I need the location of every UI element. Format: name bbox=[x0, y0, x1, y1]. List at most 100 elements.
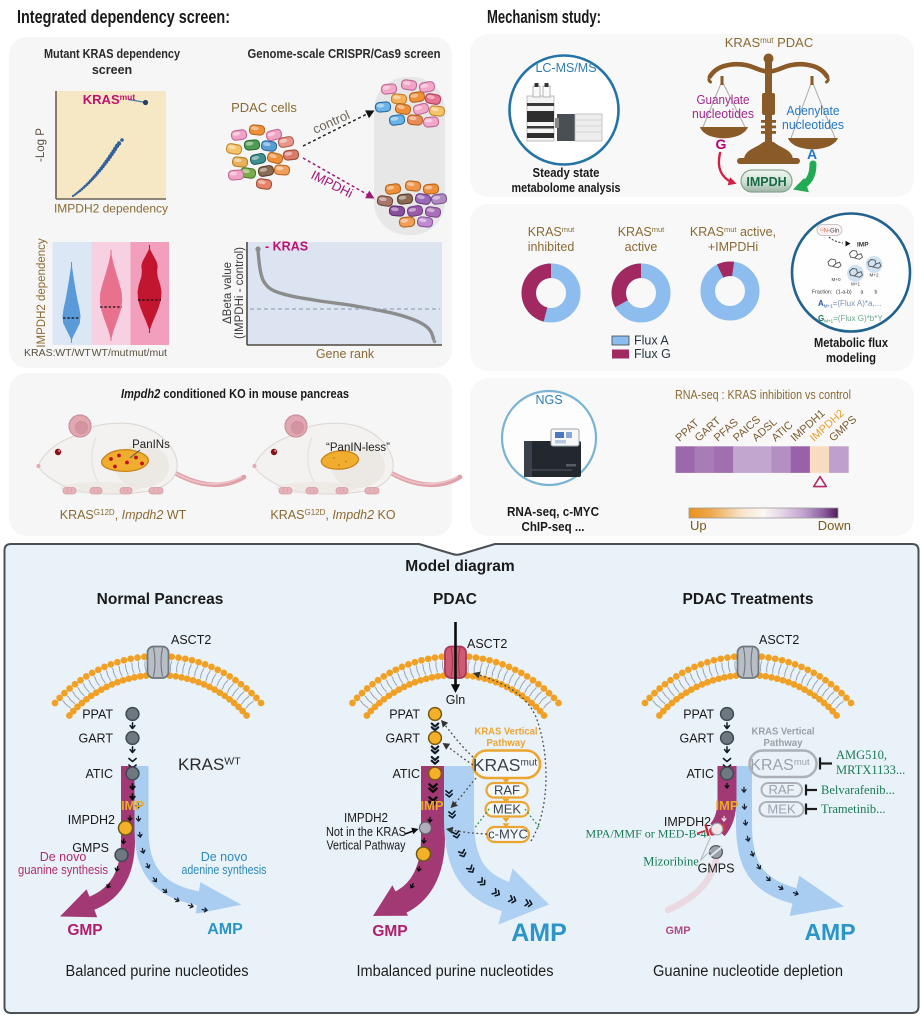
svg-text:Genome-scale CRISPR/Cas9 scree: Genome-scale CRISPR/Cas9 screen bbox=[248, 46, 441, 61]
svg-text:modeling: modeling bbox=[826, 350, 876, 365]
svg-text:GMPS: GMPS bbox=[72, 841, 109, 855]
svg-text:guanine synthesis: guanine synthesis bbox=[18, 863, 108, 877]
svg-text:KRASG12D, Impdh2 KO: KRASG12D, Impdh2 KO bbox=[270, 508, 395, 522]
svg-text:KRASmut PDAC: KRASmut PDAC bbox=[725, 35, 813, 50]
svg-text:GART: GART bbox=[79, 732, 114, 746]
svg-text:Steady state: Steady state bbox=[533, 165, 600, 180]
svg-text:KRAS:: KRAS: bbox=[24, 347, 56, 359]
svg-text:GART: GART bbox=[680, 732, 715, 746]
svg-text:M+1: M+1 bbox=[851, 282, 861, 287]
svg-text:AM+1=(Flux A)*a,...: AM+1=(Flux A)*a,... bbox=[818, 299, 881, 309]
svg-text:De novo: De novo bbox=[201, 850, 248, 864]
svg-text:LC-MS/MS: LC-MS/MS bbox=[535, 61, 596, 75]
svg-text:“PanIN-less”: “PanIN-less” bbox=[326, 442, 390, 454]
svg-text:IMP: IMP bbox=[857, 242, 869, 249]
svg-text:RNA-seq : KRAS inhibition vs c: RNA-seq : KRAS inhibition vs control bbox=[675, 387, 851, 402]
svg-text:Fraction:: Fraction: bbox=[812, 290, 832, 296]
svg-text:Mizoribine: Mizoribine bbox=[643, 855, 699, 869]
svg-text:active: active bbox=[625, 240, 658, 254]
svg-text:RAF: RAF bbox=[769, 782, 795, 797]
svg-text:Belvarafenib...: Belvarafenib... bbox=[821, 783, 895, 797]
svg-text:G: G bbox=[716, 136, 727, 152]
svg-text:- KRAS: - KRAS bbox=[265, 240, 308, 254]
svg-text:Vertical Pathway: Vertical Pathway bbox=[327, 839, 407, 853]
svg-text:IMP: IMP bbox=[715, 798, 738, 813]
svg-text:GMP: GMP bbox=[67, 922, 102, 939]
svg-text:15N-Gln: 15N-Gln bbox=[820, 228, 840, 235]
svg-text:Pathway: Pathway bbox=[487, 737, 526, 749]
svg-text:Model diagram: Model diagram bbox=[405, 558, 514, 575]
svg-text:De novo: De novo bbox=[40, 850, 87, 864]
svg-text:Adenylate: Adenylate bbox=[787, 104, 840, 118]
svg-text:MEK: MEK bbox=[493, 802, 522, 817]
svg-text:ASCT2: ASCT2 bbox=[171, 633, 211, 647]
svg-text:Guanine nucleotide depletion: Guanine nucleotide depletion bbox=[653, 963, 843, 980]
svg-text:Gln: Gln bbox=[446, 693, 466, 707]
svg-text:Not in the KRAS: Not in the KRAS bbox=[326, 825, 406, 839]
svg-text:PDAC: PDAC bbox=[433, 591, 477, 608]
svg-text:GMP: GMP bbox=[665, 925, 690, 937]
svg-text:Mutant KRAS dependency: Mutant KRAS dependency bbox=[44, 46, 181, 61]
svg-text:IMPDH: IMPDH bbox=[746, 175, 786, 189]
svg-text:PPAT: PPAT bbox=[82, 708, 113, 722]
svg-text:PanINs: PanINs bbox=[132, 439, 170, 451]
svg-text:MPA/MMF or MED-B-4: MPA/MMF or MED-B-4 bbox=[586, 827, 707, 841]
svg-text:MEK: MEK bbox=[767, 802, 796, 817]
svg-text:Mechanism study:: Mechanism study: bbox=[487, 6, 601, 27]
svg-text:GART: GART bbox=[386, 732, 421, 746]
svg-text:M+2: M+2 bbox=[869, 273, 879, 278]
svg-text:AMP: AMP bbox=[511, 919, 567, 947]
svg-text:ASCT2: ASCT2 bbox=[467, 637, 507, 651]
svg-text:ΔBeta value: ΔBeta value bbox=[222, 262, 234, 324]
svg-text:WT/mut: WT/mut bbox=[92, 347, 129, 359]
svg-text:Metabolic flux: Metabolic flux bbox=[814, 335, 889, 350]
svg-text:Down: Down bbox=[818, 518, 851, 533]
svg-text:IMPDH2: IMPDH2 bbox=[68, 813, 115, 827]
svg-text:ASCT2: ASCT2 bbox=[759, 633, 799, 647]
svg-text:c-MYC: c-MYC bbox=[488, 827, 528, 842]
svg-text:NGS: NGS bbox=[535, 393, 562, 407]
svg-text:MRTX1133...: MRTX1133... bbox=[836, 763, 905, 777]
svg-text:Guanylate: Guanylate bbox=[697, 93, 750, 107]
svg-text:M+0: M+0 bbox=[831, 277, 841, 282]
svg-text:PPAT: PPAT bbox=[683, 708, 714, 722]
svg-text:nucleotides: nucleotides bbox=[692, 107, 754, 121]
svg-text:inhibited: inhibited bbox=[528, 240, 575, 254]
svg-text:ATIC: ATIC bbox=[392, 767, 420, 781]
svg-text:GMPS: GMPS bbox=[698, 862, 735, 876]
svg-text:PDAC Treatments: PDAC Treatments bbox=[683, 591, 814, 608]
svg-text:RAF: RAF bbox=[494, 783, 520, 798]
svg-text:IMPDH2: IMPDH2 bbox=[664, 815, 711, 829]
svg-text:IMPDH2: IMPDH2 bbox=[344, 811, 388, 825]
svg-text:metabolome analysis: metabolome analysis bbox=[512, 180, 621, 195]
svg-text:A: A bbox=[807, 146, 817, 162]
svg-text:GM+1=(Flux G)*b*Y: GM+1=(Flux G)*b*Y bbox=[818, 314, 883, 324]
svg-text:IMPDH2 dependency: IMPDH2 dependency bbox=[54, 202, 168, 216]
svg-text:-Log P: -Log P bbox=[35, 128, 47, 162]
svg-text:AMG510,: AMG510, bbox=[836, 748, 887, 762]
svg-text:adenine synthesis: adenine synthesis bbox=[182, 863, 267, 877]
svg-text:Flux A: Flux A bbox=[634, 334, 669, 348]
svg-text:a: a bbox=[861, 290, 864, 296]
svg-text:Pathway: Pathway bbox=[764, 737, 803, 749]
svg-text:(IMPDHi - control): (IMPDHi - control) bbox=[234, 247, 246, 339]
svg-text:b: b bbox=[875, 290, 878, 296]
svg-text:IMP: IMP bbox=[420, 798, 443, 813]
svg-text:PPAT: PPAT bbox=[389, 708, 420, 722]
svg-text:RNA-seq, c-MYC: RNA-seq, c-MYC bbox=[507, 504, 600, 519]
svg-text:Normal Pancreas: Normal Pancreas bbox=[97, 591, 224, 608]
svg-text:Trametinib...: Trametinib... bbox=[821, 802, 885, 816]
svg-text:nucleotides: nucleotides bbox=[782, 118, 844, 132]
svg-text:ATIC: ATIC bbox=[85, 767, 113, 781]
svg-text:AMP: AMP bbox=[207, 921, 243, 938]
svg-text:IMP: IMP bbox=[121, 798, 144, 813]
svg-text:KRASG12D, Impdh2 WT: KRASG12D, Impdh2 WT bbox=[60, 508, 187, 522]
svg-text:WT/WT: WT/WT bbox=[55, 347, 91, 359]
svg-text:(1-a-b): (1-a-b) bbox=[836, 290, 852, 296]
svg-text:AMP: AMP bbox=[804, 919, 855, 945]
svg-text:Impdh2 conditioned KO in mouse: Impdh2 conditioned KO in mouse pancreas bbox=[121, 386, 349, 401]
svg-text:KRASmut active,: KRASmut active, bbox=[690, 225, 776, 239]
svg-text:Gene rank: Gene rank bbox=[316, 347, 375, 361]
svg-text:screen: screen bbox=[92, 63, 132, 77]
svg-text:KRAS Vertical: KRAS Vertical bbox=[475, 726, 538, 738]
